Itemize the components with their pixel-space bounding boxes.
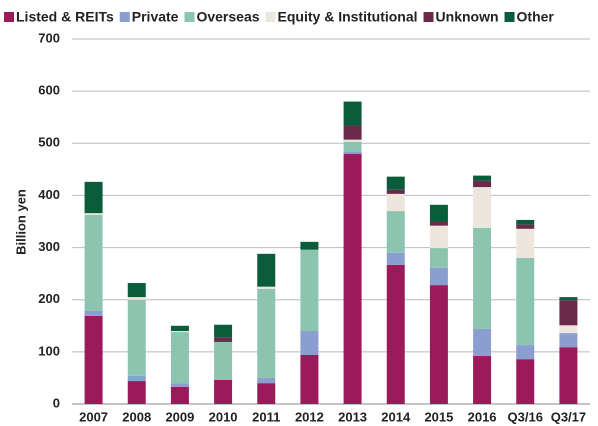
legend-label: Equity & Institutional [278, 9, 418, 25]
x-tick-label: 2011 [252, 409, 280, 424]
bar-segment [214, 380, 233, 404]
legend-swatch [265, 12, 276, 22]
bar-segment [300, 331, 319, 355]
bar-segment [84, 310, 103, 316]
bar-segment [300, 249, 319, 331]
bar-segment [516, 345, 535, 360]
y-tick-label: 100 [38, 343, 60, 358]
bar-segment [257, 377, 276, 384]
bar-segment [214, 324, 233, 338]
y-tick-label: 400 [38, 187, 60, 202]
legend-label: Other [517, 9, 555, 25]
bar-segment [516, 228, 535, 258]
bar-segment [516, 219, 535, 225]
bar-segment [170, 383, 189, 387]
y-tick-label: 300 [38, 239, 60, 254]
bar-segment [257, 253, 276, 287]
bar-segment [559, 300, 578, 326]
bar-segment [386, 211, 405, 253]
x-tick-label: Q3/17 [551, 409, 586, 424]
bar-segment [473, 180, 492, 188]
x-tick-label: 2008 [122, 409, 151, 424]
bar-segment [473, 356, 492, 404]
y-tick-label: 500 [38, 135, 60, 150]
legend-label: Unknown [436, 9, 499, 25]
x-tick-label: 2016 [468, 409, 497, 424]
x-tick-label: Q3/16 [508, 409, 543, 424]
bar-segment [300, 241, 319, 250]
bar-segment [559, 333, 578, 348]
bar-segment [84, 181, 103, 214]
bar-segment [257, 286, 276, 289]
bar-segment [473, 187, 492, 228]
y-tick-label: 600 [38, 83, 60, 98]
x-tick-label: 2013 [338, 409, 367, 424]
bar-segment [300, 354, 319, 404]
bar-segment [386, 189, 405, 194]
bar-segment [559, 325, 578, 334]
y-tick-label: 200 [38, 291, 60, 306]
x-tick-label: 2014 [381, 409, 411, 424]
bar-segment [429, 267, 448, 286]
bar-segment [429, 204, 448, 223]
bar-segment [516, 359, 535, 404]
legend-label: Private [132, 9, 179, 25]
x-tick-label: 2015 [424, 409, 453, 424]
y-tick-label: 700 [38, 30, 60, 45]
bar-segment [84, 213, 103, 215]
bar-segment [343, 139, 362, 142]
x-tick-label: 2007 [79, 409, 108, 424]
bar-segment [257, 383, 276, 404]
bar-segment [257, 288, 276, 378]
legend-label: Overseas [196, 9, 259, 25]
bar-segment [170, 386, 189, 404]
y-tick-label: 0 [53, 395, 60, 410]
bar-segment [473, 328, 492, 357]
bar-segment [170, 332, 189, 384]
bar-segment [214, 341, 233, 381]
bar-segment [386, 264, 405, 404]
bar-segment [127, 283, 146, 298]
bar-segment [170, 325, 189, 331]
bar-segment [429, 248, 448, 268]
bar-segment [127, 297, 146, 300]
legend-swatch [184, 12, 195, 22]
bar-segment [559, 297, 578, 301]
bar-segment [516, 224, 535, 229]
bar-segment [429, 285, 448, 404]
bar-segment [343, 151, 362, 154]
y-axis-label: Billion yen [13, 189, 28, 255]
bar-segment [127, 299, 146, 376]
bar-segment [473, 175, 492, 181]
bar-segment [516, 258, 535, 346]
bar-segment [170, 331, 189, 333]
bar-segment [386, 252, 405, 265]
bar-segment [343, 153, 362, 404]
legend-label: Listed & REITs [16, 9, 114, 25]
bar-segment [386, 176, 405, 190]
bar-segment [386, 193, 405, 212]
bar-segment [127, 375, 146, 382]
bar-segment [429, 222, 448, 226]
legend-swatch [423, 12, 434, 22]
bar-segment [343, 101, 362, 126]
bar-segment [84, 214, 103, 311]
bar-segment [127, 381, 146, 404]
x-tick-label: 2010 [209, 409, 238, 424]
bar-segment [84, 315, 103, 404]
bar-segment [214, 337, 233, 342]
x-tick-label: 2012 [295, 409, 324, 424]
bar-segment [429, 225, 448, 249]
bar-segment [559, 347, 578, 404]
bar-segment [343, 141, 362, 152]
legend-swatch [504, 12, 515, 22]
x-tick-label: 2009 [165, 409, 194, 424]
legend-swatch [4, 12, 14, 22]
bar-segment [343, 125, 362, 140]
bar-segment [473, 227, 492, 329]
legend-swatch [119, 12, 130, 22]
